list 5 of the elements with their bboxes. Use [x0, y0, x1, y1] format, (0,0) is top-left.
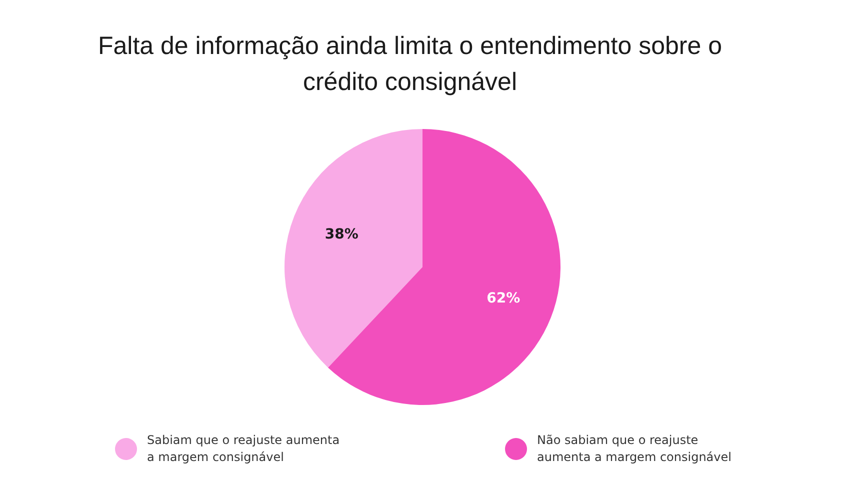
data-label: 62% — [486, 290, 520, 307]
legend-label: Não sabiam que o reajuste aumenta a margem consignável — [537, 432, 732, 466]
legend-label: Sabiam que o reajuste aumenta a margem consignável — [147, 432, 341, 466]
chart-title: Falta de informação ainda limita o entendimento sobre o crédito consignável — [97, 31, 723, 98]
data-label: 38% — [324, 226, 358, 243]
